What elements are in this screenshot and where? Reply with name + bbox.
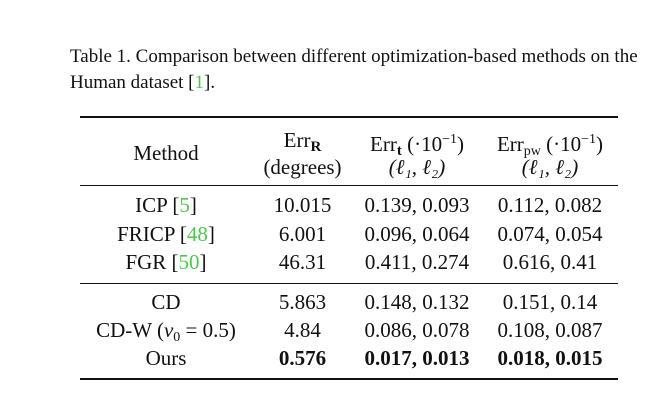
header-err-r: ErrR bbox=[255, 128, 350, 159]
header-err-r-base: Err bbox=[283, 128, 311, 152]
citation-link[interactable]: 1 bbox=[194, 72, 205, 93]
row-fricp-err-r: 6.001 bbox=[278, 222, 327, 246]
row-ours-err-pw: 0.018, 0.015 bbox=[497, 346, 603, 370]
row-method-cd: CD bbox=[151, 290, 181, 314]
table-caption: Table 1. Comparison between different op… bbox=[70, 44, 640, 96]
group-rule bbox=[80, 283, 618, 284]
top-rule bbox=[80, 116, 618, 118]
header-err-t-close: ) bbox=[456, 132, 464, 156]
nu-subscript: 0 bbox=[173, 330, 181, 345]
header-err-t-base: Err bbox=[370, 132, 397, 156]
row-fricp-err-t: 0.096, 0.064 bbox=[364, 222, 470, 246]
citation-link[interactable]: 50 bbox=[178, 250, 200, 274]
citation-link[interactable]: 48 bbox=[186, 222, 208, 246]
method-bracket: ] bbox=[189, 193, 197, 217]
header-err-t: Errt (·10−1) bbox=[352, 128, 482, 163]
row-cd-err-pw: 0.151, 0.14 bbox=[502, 290, 598, 314]
row-method-fricp: FRICP [48] bbox=[80, 222, 252, 246]
row-fgr-err-r: 46.31 bbox=[278, 250, 327, 274]
row-cd-err-t: 0.148, 0.132 bbox=[364, 290, 470, 314]
header-err-t-scale: (·10 bbox=[407, 132, 443, 156]
row-icp-err-r: 10.015 bbox=[273, 193, 332, 217]
header-err-pw-norms: (ℓ₁, ℓ₂) bbox=[521, 155, 579, 179]
row-method-icp: ICP [5] bbox=[80, 193, 252, 217]
header-err-pw-sub: pw bbox=[523, 144, 541, 159]
row-fgr-err-t: 0.411, 0.274 bbox=[364, 250, 470, 274]
header-err-pw-close: ) bbox=[596, 132, 604, 156]
caption-text: Table 1. Comparison between different op… bbox=[70, 46, 638, 93]
row-icp-err-t: 0.139, 0.093 bbox=[364, 193, 470, 217]
method-label: FRICP [ bbox=[117, 222, 187, 246]
header-err-pw-exp: −1 bbox=[581, 132, 597, 147]
row-cdw-err-t: 0.086, 0.078 bbox=[364, 318, 470, 342]
row-ours-err-r: 0.576 bbox=[278, 346, 327, 370]
method-bracket: ] bbox=[207, 222, 215, 246]
row-fricp-err-pw: 0.074, 0.054 bbox=[497, 222, 603, 246]
header-err-pw-scale: (·10 bbox=[546, 132, 582, 156]
nu-symbol: ν bbox=[163, 318, 174, 342]
row-icp-err-pw: 0.112, 0.082 bbox=[497, 193, 603, 217]
row-fgr-err-pw: 0.616, 0.41 bbox=[502, 250, 598, 274]
header-err-t-sub: t bbox=[396, 143, 402, 159]
row-cdw-err-pw: 0.108, 0.087 bbox=[497, 318, 603, 342]
method-label: CD-W ( bbox=[96, 318, 164, 342]
header-err-r-sub: R bbox=[310, 139, 322, 155]
citation-link[interactable]: 5 bbox=[179, 193, 190, 217]
header-err-t-exp: −1 bbox=[442, 132, 457, 147]
method-label: FGR [ bbox=[125, 250, 179, 274]
header-rule bbox=[80, 185, 618, 186]
row-cd-err-r: 5.863 bbox=[278, 290, 327, 314]
nu-value: = 0.5) bbox=[180, 318, 236, 342]
header-method: Method bbox=[133, 141, 199, 165]
header-err-r-unit: (degrees) bbox=[263, 155, 342, 179]
method-label: ICP [ bbox=[135, 193, 180, 217]
caption-end: ]. bbox=[204, 72, 216, 93]
row-method-cdw: CD-W (ν0 = 0.5) bbox=[80, 318, 252, 350]
row-cdw-err-r: 4.84 bbox=[284, 318, 321, 342]
header-err-pw: Errpw (·10−1) bbox=[482, 128, 618, 164]
header-err-t-norms: (ℓ₁, ℓ₂) bbox=[388, 155, 446, 179]
header-err-pw-base: Err bbox=[496, 132, 524, 156]
row-ours-err-t: 0.017, 0.013 bbox=[364, 346, 470, 370]
bottom-rule bbox=[80, 378, 618, 380]
method-bracket: ] bbox=[199, 250, 207, 274]
row-method-ours: Ours bbox=[145, 346, 187, 370]
row-method-fgr: FGR [50] bbox=[80, 250, 252, 274]
